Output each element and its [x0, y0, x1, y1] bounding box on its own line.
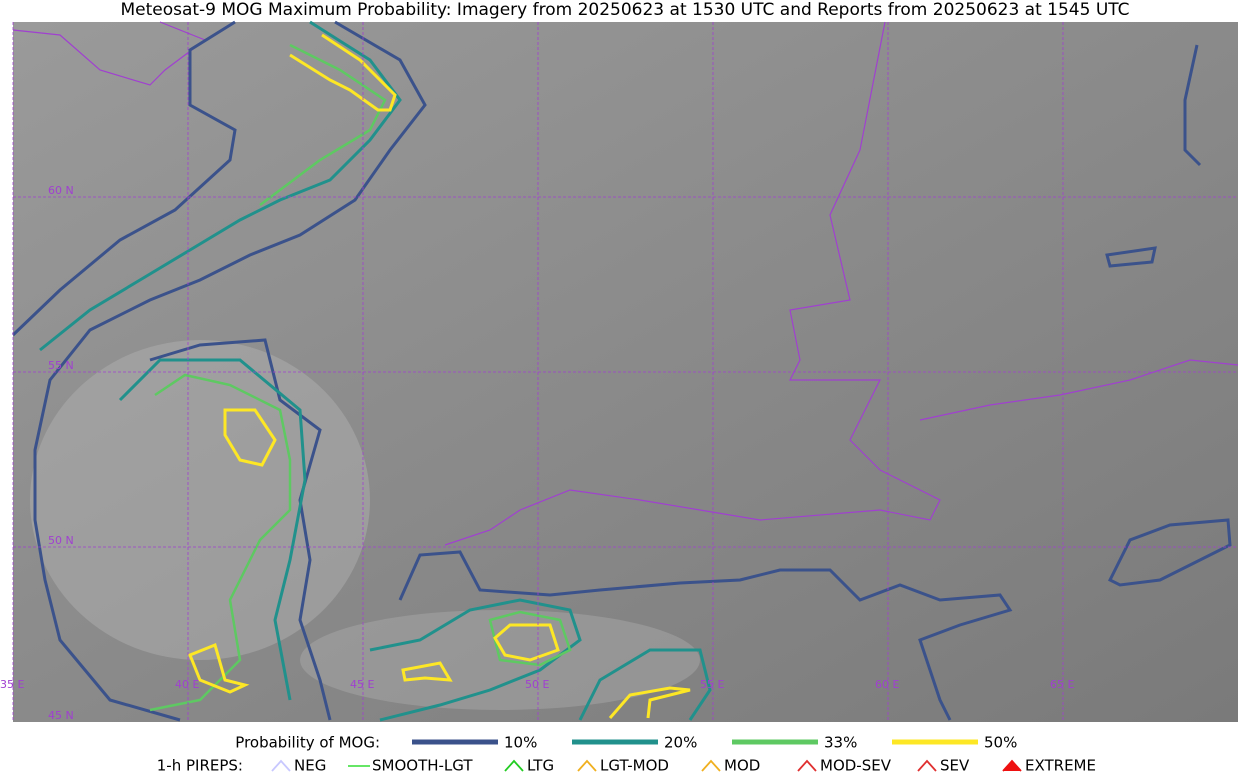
contour-50	[289, 33, 397, 112]
map: 60 N 55 N 50 N 45 N 35 E 40 E 45 E 50 E 55 E 60 E…	[0, 20, 1239, 722]
legend-label: 50%	[984, 734, 1017, 752]
pirep-label: MOD	[724, 757, 760, 775]
contour-33	[259, 43, 387, 206]
contour-20	[578, 648, 712, 721]
contour-10	[1107, 518, 1232, 587]
contour-50	[223, 408, 277, 467]
pirep-label: SMOOTH-LGT	[372, 757, 473, 775]
legend-label: 20%	[664, 734, 697, 752]
lon-label: 40 E	[175, 678, 199, 691]
contour-10	[11, 20, 237, 337]
pirep-label: NEG	[294, 757, 326, 775]
lon-label: 55 E	[700, 678, 724, 691]
pirep-label: EXTREME	[1025, 757, 1096, 775]
lon-label: 50 E	[525, 678, 549, 691]
pirep-symbol	[271, 759, 291, 772]
pirep-symbol	[917, 759, 937, 772]
pirep-label: LGT-MOD	[600, 757, 669, 775]
lat-label: 55 N	[48, 359, 74, 372]
lon-label: 65 E	[1050, 678, 1074, 691]
contour-10	[1183, 44, 1202, 167]
cloud	[30, 340, 370, 660]
legend: Probability of MOG: 10% 20% 33% 50% 1-h PIREP…	[157, 734, 1096, 775]
contour-20	[369, 598, 582, 722]
contour-20	[39, 20, 402, 352]
lon-label: 45 E	[350, 678, 374, 691]
pirep-symbol	[797, 759, 817, 772]
legend-label: 33%	[824, 734, 857, 752]
legend-title: 1-h PIREPS:	[157, 757, 243, 775]
contour-10	[149, 338, 332, 721]
lat-label: 50 N	[48, 534, 74, 547]
contour-33	[488, 610, 572, 667]
title: Meteosat-9 MOG Maximum Probability: Imag…	[120, 0, 1129, 20]
graticule: 60 N 55 N 50 N 45 N 35 E 40 E 45 E 50 E 55 E 60 E…	[0, 22, 1238, 722]
contour-20	[118, 358, 307, 701]
contour-50	[608, 686, 691, 719]
pirep-label: LTG	[527, 757, 554, 775]
pirep-symbol	[504, 759, 524, 772]
lon-label: 60 E	[875, 678, 899, 691]
border	[444, 21, 941, 546]
pirep-label: MOD-SEV	[820, 757, 892, 775]
contour-10	[1105, 246, 1157, 268]
lat-label: 60 N	[48, 184, 74, 197]
contour-50	[401, 661, 453, 682]
pirep-symbol	[701, 759, 721, 772]
contour-10	[33, 20, 427, 722]
border	[919, 359, 1239, 421]
contour-33	[149, 373, 292, 712]
lon-label: 35 E	[0, 678, 24, 691]
contour-50	[493, 623, 560, 662]
pirep-symbol	[577, 759, 597, 772]
lat-label: 45 N	[48, 709, 74, 722]
pirep-symbol	[1002, 759, 1022, 772]
contour-50	[188, 642, 250, 694]
legend-title: Probability of MOG:	[235, 734, 380, 752]
legend-label: 10%	[504, 734, 537, 752]
pirep-label: SEV	[940, 757, 970, 775]
contour-10	[398, 550, 1013, 721]
